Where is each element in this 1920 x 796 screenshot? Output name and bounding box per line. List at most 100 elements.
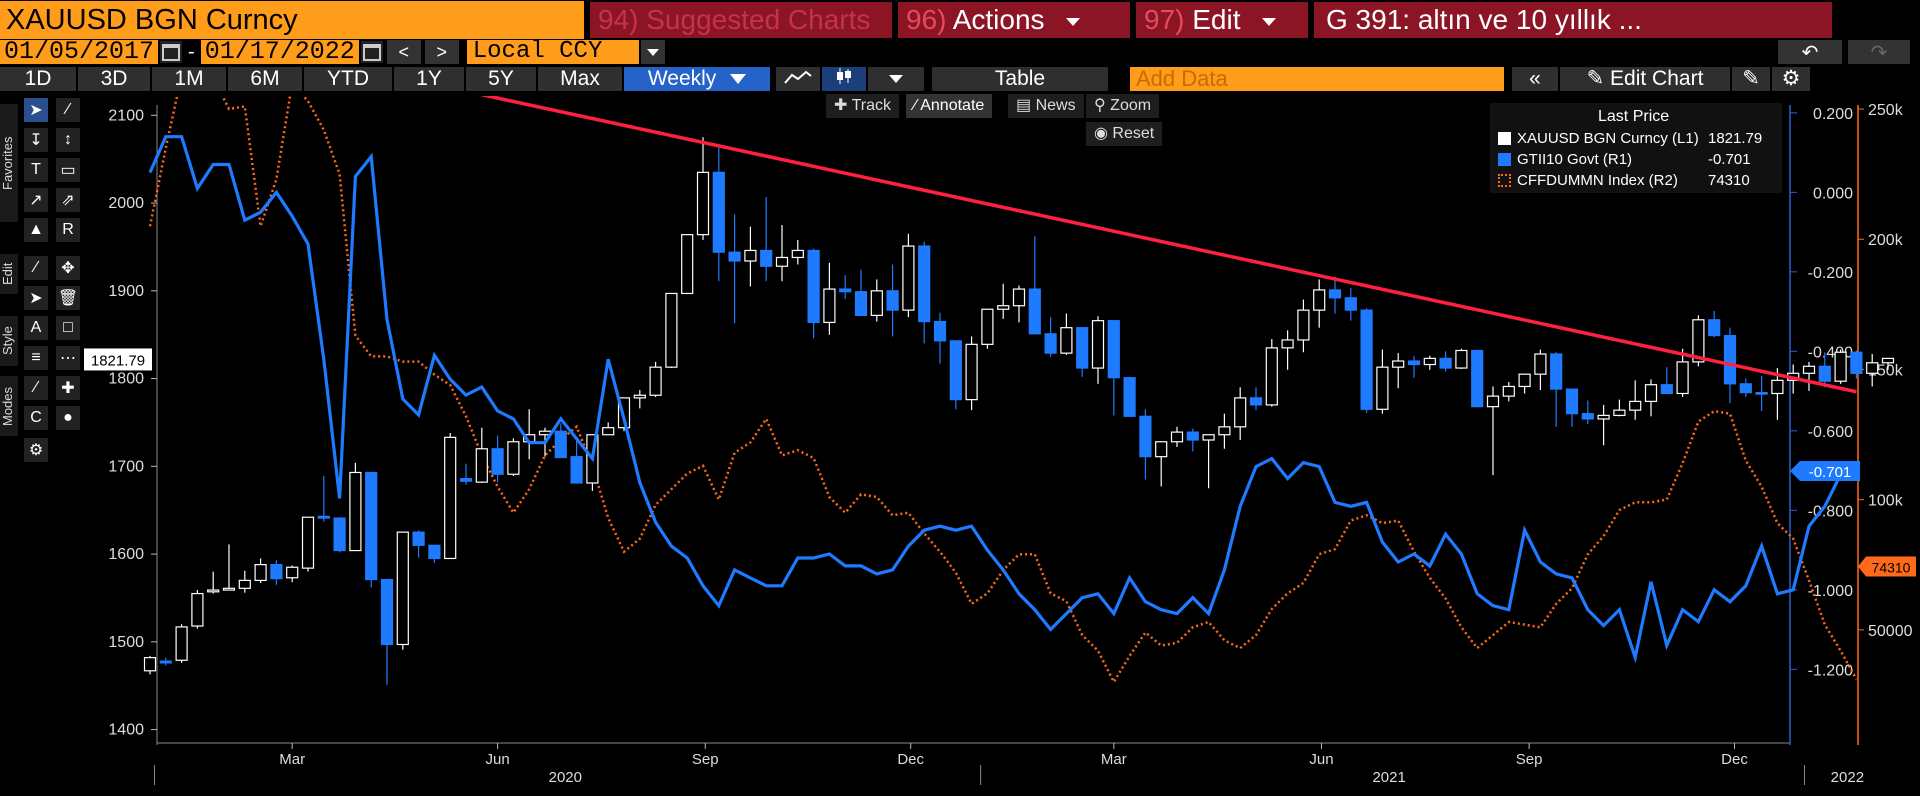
line-weight-icon[interactable]: ≡	[24, 346, 48, 370]
period-ytd[interactable]: YTD	[304, 67, 392, 91]
edit-chart-button[interactable]: ✎ Edit Chart	[1560, 67, 1730, 91]
settings-gear-icon[interactable]: ⚙	[24, 438, 48, 462]
gear-icon[interactable]: ⚙	[1772, 67, 1810, 91]
period-5y[interactable]: 5Y	[466, 67, 536, 91]
security-ticker[interactable]: XAUUSD BGN Curncy	[0, 1, 584, 39]
x-tick-label: Mar	[279, 751, 305, 768]
price-change-icon[interactable]: ↕	[56, 128, 80, 152]
start-date-input[interactable]: 01/05/2017	[0, 39, 159, 64]
candle-body	[222, 587, 236, 591]
reset-button[interactable]: ◉ Reset	[1086, 122, 1163, 146]
candle-body	[1708, 319, 1721, 337]
line-style-icon[interactable]: ⋯	[56, 346, 80, 370]
move-icon[interactable]: ✥	[56, 256, 80, 280]
magnet-icon[interactable]: C	[24, 406, 48, 430]
x-tick-label: Dec	[897, 751, 924, 768]
line-chart-icon[interactable]	[776, 67, 820, 91]
candle-body	[1471, 349, 1484, 408]
legend: Last Price XAUUSD BGN Curncy (L1) 1821.7…	[1490, 103, 1782, 193]
candle-body	[981, 308, 994, 345]
candle-body	[744, 249, 757, 262]
trendline-icon[interactable]: ↗	[24, 188, 48, 212]
candle-body	[1613, 409, 1626, 417]
edit-button[interactable]: 97) Edit	[1136, 2, 1308, 38]
select-icon[interactable]: ➤	[24, 286, 48, 310]
frequency-select[interactable]: Weekly	[624, 67, 770, 91]
period-1d[interactable]: 1D	[0, 67, 76, 91]
track-button[interactable]: ✚ Track	[826, 94, 899, 118]
edit-settings-icon[interactable]: ✎	[1732, 67, 1770, 91]
candle-body	[760, 249, 773, 267]
prev-period-button[interactable]: <	[386, 40, 421, 64]
right1-tick-label: 0.000	[1813, 185, 1853, 202]
currency-dropdown-icon[interactable]	[640, 40, 665, 64]
annotate-button[interactable]: ∕ Annotate	[906, 94, 993, 118]
candle-body	[1423, 357, 1436, 366]
redo-icon[interactable]: ↷	[1848, 40, 1910, 64]
crosshair-mode-icon[interactable]: ∕	[24, 376, 48, 400]
next-period-button[interactable]: >	[424, 40, 459, 64]
candle-body	[1076, 327, 1089, 369]
pencil-annotate-icon: ∕	[914, 97, 917, 114]
news-label: News	[1035, 97, 1076, 114]
suggested-charts-button[interactable]: 94) Suggested Charts	[590, 2, 892, 38]
candle-body	[933, 320, 947, 342]
period-max[interactable]: Max	[538, 67, 622, 91]
start-calendar-icon[interactable]	[160, 41, 183, 63]
rectangle-icon[interactable]: ▭	[56, 158, 80, 182]
add-data-input[interactable]: Add Data	[1130, 67, 1504, 91]
legend-item-cftc[interactable]: CFFDUMMN Index (R2) 74310	[1498, 171, 1778, 189]
collapse-icon[interactable]: «	[1512, 67, 1558, 91]
font-icon[interactable]: A	[24, 316, 48, 340]
chart-canvas[interactable]: 2100 2000 1900 1800 1700 1600 1500 1400 0.200 0.0…	[0, 96, 1920, 796]
candlestick-icon[interactable]	[822, 67, 866, 91]
candle-body	[317, 515, 330, 519]
legend-item-gold[interactable]: XAUUSD BGN Curncy (L1) 1821.79	[1498, 129, 1778, 147]
x-tick-label: Jun	[1309, 751, 1333, 768]
x-year-label: 2021	[1372, 769, 1405, 786]
percent-change-icon[interactable]: ↧	[24, 128, 48, 152]
text-icon[interactable]: T	[24, 158, 48, 182]
crosshair-icon: ✚	[834, 97, 848, 114]
candle-body	[1407, 360, 1421, 366]
period-3d[interactable]: 3D	[78, 67, 150, 91]
draw-line-icon[interactable]: ∕	[56, 98, 80, 122]
end-calendar-icon[interactable]	[360, 41, 383, 63]
left-tick-label: 1400	[108, 722, 144, 739]
period-6m[interactable]: 6M	[228, 67, 302, 91]
actions-button[interactable]: 96) Actions	[898, 2, 1130, 38]
chart-title[interactable]: G 391: altın ve 10 yıllık ...	[1314, 2, 1832, 38]
frequency-chevron-down-icon	[730, 74, 747, 85]
fill-color-icon[interactable]: □	[56, 316, 80, 340]
news-button[interactable]: ▤ News	[1008, 94, 1084, 118]
period-1m[interactable]: 1M	[152, 67, 226, 91]
cursor-icon[interactable]: ➤	[24, 98, 48, 122]
chart-type-dropdown-icon[interactable]	[868, 67, 924, 91]
zoom-button[interactable]: ⚲ Zoom	[1086, 94, 1160, 118]
ray-icon[interactable]: ⇗	[56, 188, 80, 212]
candle-body	[1802, 365, 1816, 374]
candle-body	[207, 589, 220, 593]
snap-mode-icon[interactable]: ✚	[56, 376, 80, 400]
legend-name-tips: GTII10 Govt (R1)	[1517, 150, 1633, 168]
table-button[interactable]: Table	[932, 67, 1108, 91]
trash-icon[interactable]: 🗑	[56, 286, 80, 310]
candle-body	[1218, 426, 1231, 436]
right1-tick-label: -1.000	[1808, 583, 1853, 600]
currency-select[interactable]: Local CCY	[466, 40, 639, 64]
undo-icon[interactable]: ↶	[1778, 40, 1842, 64]
date-range-bar: 01/05/2017 - 01/17/2022 < > Local CCY ↶ …	[0, 39, 1920, 65]
color-palette-icon[interactable]: ●	[56, 406, 80, 430]
period-1y[interactable]: 1Y	[394, 67, 464, 91]
end-date-input[interactable]: 01/17/2022	[200, 39, 359, 64]
channel-icon[interactable]: ▲	[24, 218, 48, 242]
regression-icon[interactable]: R	[56, 218, 80, 242]
legend-item-tips[interactable]: GTII10 Govt (R1) -0.701	[1498, 150, 1778, 168]
reset-dot-icon: ◉	[1094, 125, 1108, 142]
brush-icon[interactable]: ∕	[24, 256, 48, 280]
suggested-charts-label: Suggested Charts	[646, 4, 871, 35]
candle-body	[696, 171, 710, 236]
right1-tick-label: -1.200	[1808, 662, 1853, 679]
candle-body	[507, 441, 520, 475]
candle-body	[839, 288, 852, 293]
